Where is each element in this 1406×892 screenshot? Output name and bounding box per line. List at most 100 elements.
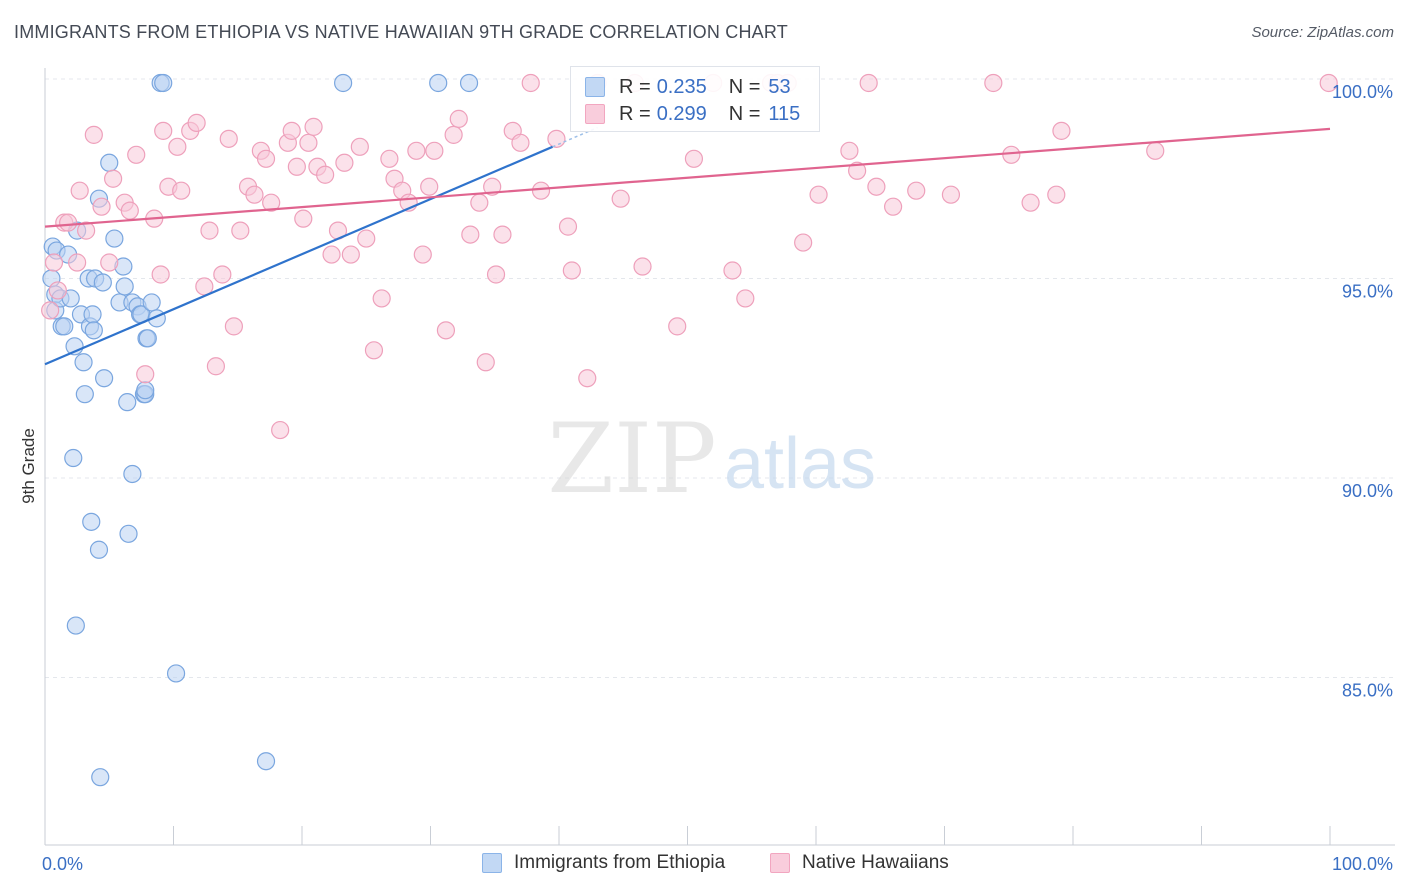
r-value: 0.235 — [656, 75, 707, 98]
hawaiian-point — [41, 301, 60, 320]
ethiopia-point — [91, 768, 110, 787]
ethiopia-point — [95, 369, 114, 388]
hawaiian-point — [684, 149, 704, 168]
hawaiian-point — [256, 149, 276, 168]
hawaiian-point — [245, 185, 264, 204]
trend-lines — [44, 126, 1331, 366]
grid — [45, 78, 1395, 678]
hawaiian-point — [1021, 193, 1040, 212]
hawaiian-point — [531, 181, 551, 200]
hawaiian-point — [633, 257, 652, 276]
hawaiian-point — [859, 73, 878, 93]
hawaiian-point — [486, 265, 506, 284]
hawaiian-point — [521, 73, 540, 93]
hawaiian-point — [364, 341, 384, 360]
hawaiian-point — [224, 317, 243, 336]
hawaiian-point — [476, 353, 495, 372]
ethiopia-point — [75, 385, 94, 404]
hawaiian-point — [907, 181, 926, 200]
hawaiian-point — [941, 185, 961, 204]
hawaiian-point — [92, 197, 111, 216]
hawaiian-point — [219, 129, 238, 148]
hawaiian-point — [511, 133, 530, 152]
hawaiian-point — [154, 121, 173, 140]
ethiopia-point — [93, 273, 112, 292]
ethiopia-point — [55, 317, 74, 336]
hawaiian-point — [611, 189, 630, 208]
blue-swatch — [585, 77, 605, 97]
x-tick-label: 100.0% — [1332, 854, 1393, 874]
r-label: R = — [619, 75, 651, 98]
hawaiian-point — [840, 141, 859, 160]
hawaiian-point — [100, 253, 119, 272]
hawaiian-point — [262, 193, 281, 212]
ethiopia-point — [82, 512, 101, 531]
stats-legend: R = 0.235 N = 53 R = 0.299 N = 115 — [570, 66, 820, 132]
n-label: N = — [728, 102, 761, 125]
hawaiian-point — [380, 149, 399, 168]
ethiopia-point — [115, 277, 134, 296]
legend-item-hawaiian[interactable]: Native Hawaiians — [770, 852, 949, 874]
hawaiian-point — [984, 73, 1003, 93]
watermark: ZIP atlas — [547, 403, 876, 515]
x-tick-label: 0.0% — [42, 854, 83, 874]
hawaiian-point — [449, 109, 468, 128]
source-label: Source: ZipAtlas.com — [1251, 24, 1394, 41]
hawaiian-point — [287, 157, 306, 176]
ethiopia-point — [83, 305, 102, 324]
hawaiian-point — [558, 217, 578, 236]
hawaiian-point — [372, 289, 391, 308]
hawaiian-point — [59, 213, 78, 232]
trend-extension-ethiopia — [552, 126, 598, 148]
ethiopia-point — [105, 229, 124, 248]
hawaiian-point — [322, 245, 341, 264]
ethiopia-point — [100, 153, 119, 172]
legend-item-ethiopia[interactable]: Immigrants from Ethiopia — [482, 852, 725, 874]
hawaiian-point — [271, 420, 290, 440]
hawaiian-point — [357, 229, 376, 248]
hawaiian-point — [1146, 141, 1165, 160]
y-tick-label: 100.0% — [1332, 82, 1393, 102]
hawaiian-point — [299, 133, 318, 152]
hawaiian-point — [1002, 145, 1021, 164]
hawaiian-point — [547, 129, 566, 148]
ethiopia-point — [429, 73, 448, 93]
hawaiian-point — [168, 137, 187, 156]
y-tick-label: 95.0% — [1342, 281, 1393, 301]
ethiopia-point — [89, 540, 109, 559]
hawaiian-point — [420, 177, 439, 196]
hawaiian-point — [304, 117, 323, 136]
hawaiian-point — [48, 281, 67, 300]
y-axis-label: 9th Grade — [19, 428, 38, 504]
hawaiian-point — [120, 201, 139, 220]
n-value: 115 — [768, 102, 801, 125]
r-label: R = — [619, 102, 651, 125]
legend-label: Immigrants from Ethiopia — [514, 852, 726, 873]
hawaiian-point — [68, 253, 87, 272]
hawaiian-point — [809, 185, 828, 204]
hawaiian-point — [425, 141, 444, 160]
ethiopia-point — [64, 448, 83, 468]
hawaiian-point — [231, 221, 250, 240]
hawaiian-point — [151, 265, 170, 284]
hawaiian-point — [70, 181, 89, 200]
hawaiian-point — [413, 245, 432, 264]
ethiopia-point — [123, 464, 142, 484]
hawaiian-point — [461, 225, 480, 244]
r-value: 0.299 — [656, 102, 707, 125]
hawaiian-point — [1319, 73, 1338, 93]
legend-label: Native Hawaiians — [802, 852, 949, 873]
n-label: N = — [728, 75, 761, 98]
ethiopia-point — [66, 616, 85, 635]
hawaiian-point — [206, 357, 226, 376]
hawaiian-point — [127, 145, 146, 164]
hawaiian-point — [1047, 185, 1066, 204]
tick-labels: 85.0% 90.0% 95.0% 100.0% 0.0% 100.0% — [42, 82, 1393, 874]
ethiopia-point — [142, 293, 161, 312]
hawaiian-point — [341, 245, 360, 264]
ethiopia-point — [459, 73, 479, 93]
ethiopia-point — [334, 73, 353, 93]
ethiopia-point — [74, 353, 93, 372]
watermark-zip: ZIP — [547, 403, 716, 515]
ethiopia-point — [84, 321, 103, 340]
